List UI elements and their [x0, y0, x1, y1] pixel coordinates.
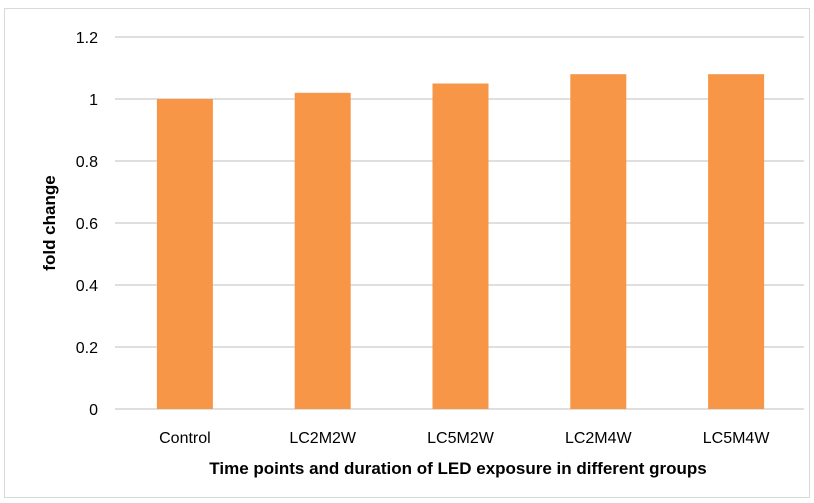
x-tick-labels: Control LC2M2W LC5M2W LC2M4W LC5M4W: [159, 430, 770, 447]
bar-lc2m2w: [294, 92, 351, 410]
y-tick-label: 0.2: [76, 340, 98, 357]
x-tick-label: LC5M2W: [427, 430, 495, 447]
x-tick-label: LC2M2W: [289, 430, 357, 447]
chart-frame: [4, 8, 810, 498]
x-tick-label: LC2M4W: [565, 430, 633, 447]
x-tick-label: LC5M4W: [703, 430, 771, 447]
y-tick-labels: 0 0.2 0.4 0.6 0.8 1 1.2: [76, 30, 98, 419]
bar-control: [156, 99, 213, 409]
bar-lc5m2w: [432, 83, 489, 409]
bar-lc5m4w: [708, 74, 765, 409]
x-axis-title: Time points and duration of LED exposure…: [209, 459, 706, 478]
y-tick-label: 0: [89, 402, 98, 419]
bar-lc2m4w: [570, 74, 627, 409]
x-tick-label: Control: [159, 430, 211, 447]
y-tick-label: 0.6: [76, 216, 98, 233]
y-tick-label: 0.4: [76, 278, 98, 295]
y-tick-label: 1: [89, 92, 98, 109]
y-tick-label: 1.2: [76, 30, 98, 47]
bars: [156, 74, 765, 410]
y-tick-label: 0.8: [76, 154, 98, 171]
y-axis-title: fold change: [40, 175, 59, 270]
